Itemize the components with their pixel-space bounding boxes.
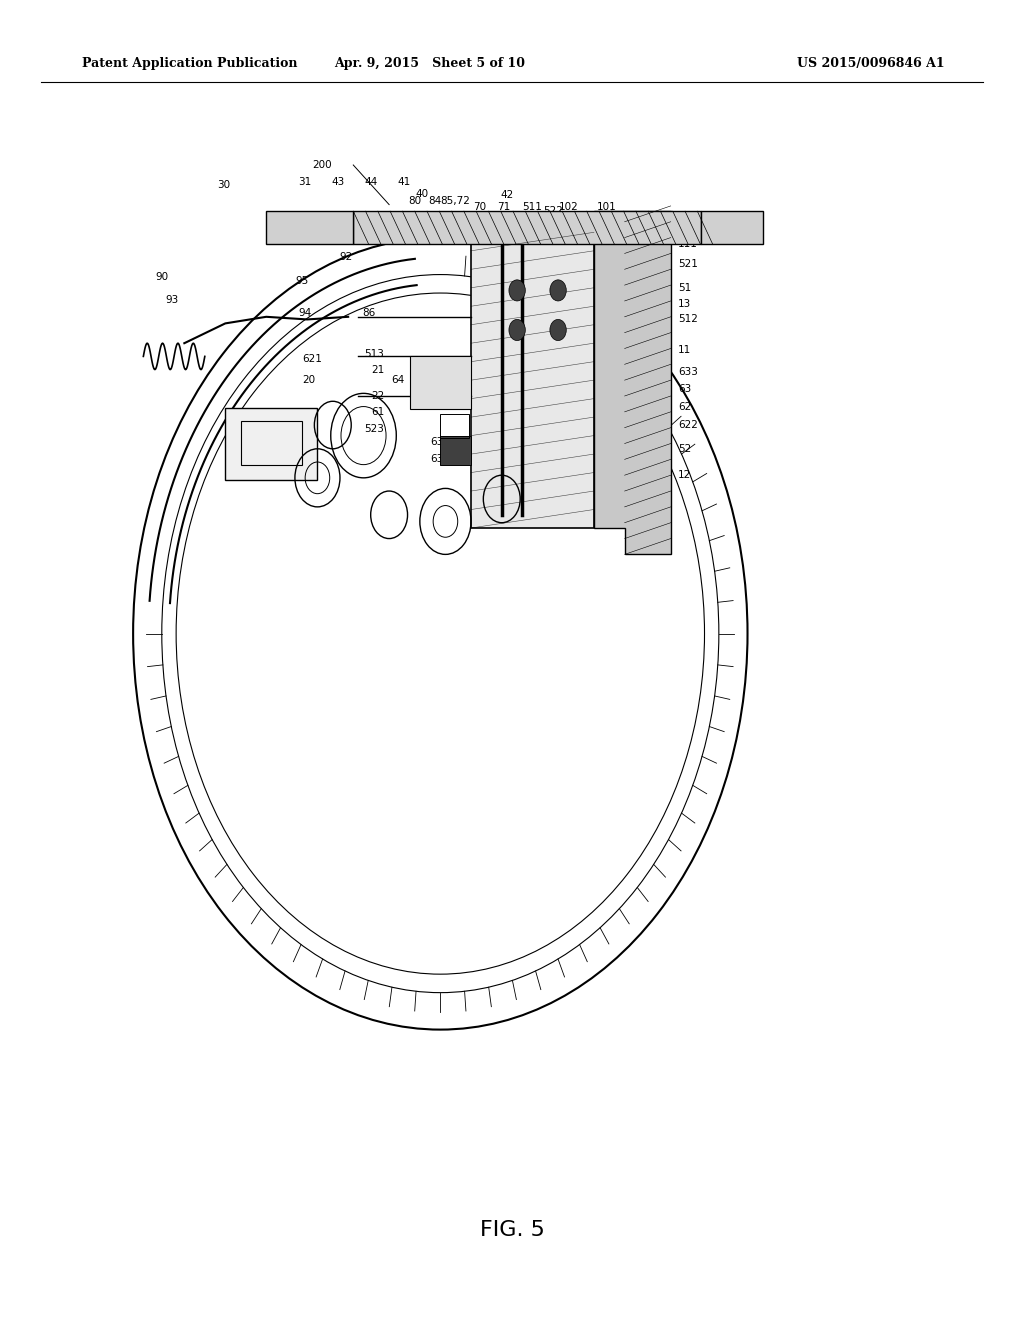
Text: 102: 102	[558, 202, 579, 213]
Text: 200: 200	[312, 160, 333, 170]
Bar	[410, 356, 471, 409]
Text: 71: 71	[498, 202, 510, 213]
Text: 621: 621	[303, 354, 323, 364]
Text: 631: 631	[431, 437, 451, 447]
Circle shape	[509, 280, 525, 301]
Text: 95: 95	[296, 276, 308, 286]
Text: 92: 92	[340, 252, 352, 263]
Text: 521: 521	[678, 259, 697, 269]
Text: 101: 101	[596, 202, 616, 213]
Text: 30: 30	[217, 180, 229, 190]
Text: 62: 62	[678, 401, 691, 412]
Bar	[266, 211, 353, 244]
Text: 11: 11	[678, 345, 691, 355]
Text: 63: 63	[678, 384, 691, 395]
Bar	[225, 408, 317, 480]
Text: 31: 31	[299, 177, 311, 187]
Text: 44: 44	[365, 177, 377, 187]
Text: 523: 523	[365, 424, 384, 434]
Text: 513: 513	[365, 348, 384, 359]
Circle shape	[550, 319, 566, 341]
Bar	[353, 211, 701, 244]
Text: 633: 633	[678, 367, 697, 378]
Text: 43: 43	[332, 177, 344, 187]
Text: 61: 61	[371, 407, 384, 417]
Polygon shape	[594, 211, 671, 554]
Bar	[440, 436, 471, 465]
Text: 13: 13	[678, 298, 691, 309]
Bar	[471, 238, 594, 528]
Text: 52: 52	[678, 444, 691, 454]
Text: 22: 22	[371, 391, 384, 401]
Bar	[241, 421, 302, 465]
Text: US 2015/0096846 A1: US 2015/0096846 A1	[797, 57, 944, 70]
Text: 64: 64	[391, 375, 404, 385]
Text: 51: 51	[678, 282, 691, 293]
Text: Apr. 9, 2015   Sheet 5 of 10: Apr. 9, 2015 Sheet 5 of 10	[335, 57, 525, 70]
Text: 70: 70	[473, 202, 485, 213]
Circle shape	[550, 280, 566, 301]
Text: 511: 511	[522, 202, 543, 213]
Text: 90: 90	[156, 272, 168, 282]
Text: 93: 93	[166, 294, 178, 305]
Text: 40: 40	[416, 189, 428, 199]
Text: 522: 522	[543, 206, 563, 216]
Text: 80: 80	[409, 195, 421, 206]
Circle shape	[509, 319, 525, 341]
Text: 85,72: 85,72	[440, 195, 471, 206]
Text: 84: 84	[429, 195, 441, 206]
Text: 21: 21	[371, 364, 384, 375]
Text: 121: 121	[292, 226, 312, 236]
Text: Patent Application Publication: Patent Application Publication	[82, 57, 297, 70]
Text: 20: 20	[302, 375, 315, 385]
Text: 12: 12	[678, 470, 691, 480]
Text: 42: 42	[501, 190, 513, 201]
Bar	[701, 211, 763, 244]
Text: 41: 41	[398, 177, 411, 187]
Text: 94: 94	[299, 308, 311, 318]
Text: 86: 86	[362, 308, 375, 318]
Text: 634: 634	[431, 454, 451, 465]
Text: 622: 622	[678, 420, 697, 430]
Text: FIG. 5: FIG. 5	[479, 1220, 545, 1241]
Text: 111: 111	[678, 239, 697, 249]
Text: 512: 512	[678, 314, 697, 325]
Bar	[440, 414, 469, 438]
